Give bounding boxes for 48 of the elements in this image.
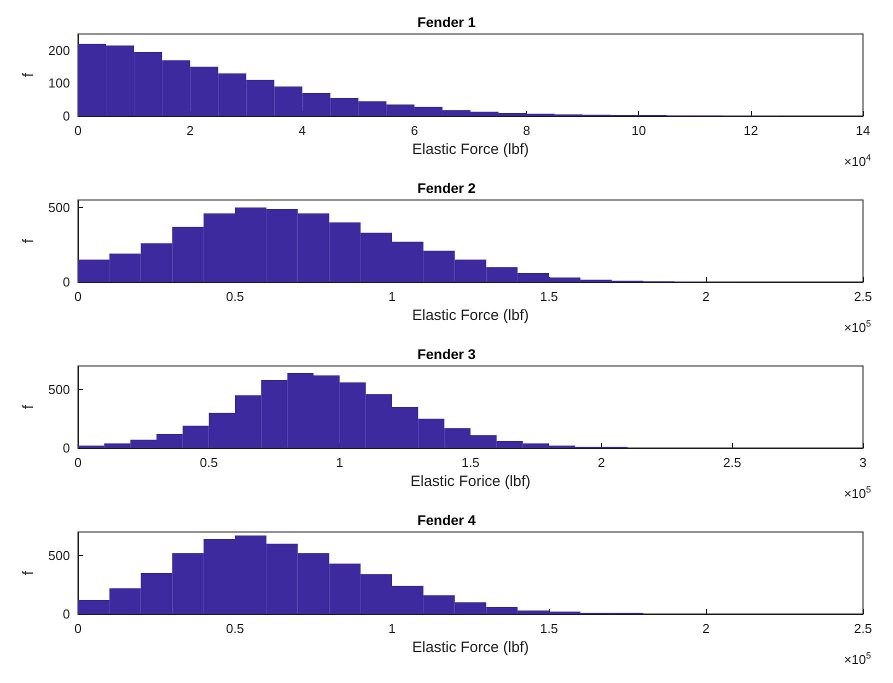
x-tick-label: 4 (298, 123, 306, 138)
chart-title: Fender 3 (417, 346, 476, 362)
x-tick-label: 0.5 (226, 289, 244, 304)
x-tick-label: 8 (522, 123, 530, 138)
x-tick-label: 10 (631, 123, 646, 138)
x-tick-label: 0 (74, 289, 82, 304)
x-tick-label: 2.5 (854, 621, 872, 636)
x-tick-label: 1.5 (540, 289, 558, 304)
x-tick-label: 2 (598, 455, 605, 470)
chart-title: Fender 1 (417, 14, 476, 30)
x-tick-label: 1.5 (540, 621, 558, 636)
y-tick-label: 0 (62, 440, 70, 456)
x-tick-label: 1 (336, 455, 344, 470)
x-tick-label: 2.5 (723, 455, 742, 470)
x-tick-label: 2 (702, 621, 710, 636)
x-tick-label: 2 (186, 123, 194, 138)
x-axis-title: Elastic Force (lbf) (412, 307, 529, 324)
x-axis-title: Elastic Forice (lbf) (410, 473, 531, 490)
x-tick-label: 0 (74, 621, 82, 636)
y-tick-label: 200 (48, 42, 70, 58)
x-tick-label: 12 (744, 123, 758, 138)
y-tick-label: 500 (48, 382, 70, 397)
y-tick-label: 0 (62, 274, 70, 290)
y-tick-label: 0 (62, 108, 70, 124)
y-axis-title: f (20, 72, 37, 78)
x-tick-label: 1 (388, 289, 396, 304)
x-tick-label: 3 (859, 455, 867, 470)
x-tick-label: 1.5 (461, 455, 480, 470)
x-tick-label: 0.5 (200, 455, 218, 470)
chart-title: Fender 4 (417, 512, 476, 528)
x-tick-label: 6 (410, 123, 418, 138)
x-axis-title: Elastic Force (lbf) (412, 639, 529, 656)
chart-title: Fender 2 (417, 180, 476, 196)
y-tick-label: 500 (48, 200, 70, 215)
y-axis-title: f (20, 238, 37, 244)
y-axis-title: f (20, 404, 37, 410)
x-tick-label: 0.5 (226, 621, 244, 636)
x-axis-title: Elastic Force (lbf) (412, 141, 529, 158)
x-tick-label: 2 (702, 289, 710, 304)
x-tick-label: 0 (74, 123, 82, 138)
x-tick-label: 0 (74, 455, 82, 470)
y-tick-label: 0 (62, 606, 70, 622)
y-axis-title: f (20, 570, 37, 576)
y-tick-label: 500 (48, 548, 70, 563)
x-tick-label: 2.5 (854, 289, 872, 304)
x-tick-label: 1 (388, 621, 396, 636)
x-tick-label: 14 (856, 123, 870, 138)
y-tick-label: 100 (48, 76, 70, 91)
